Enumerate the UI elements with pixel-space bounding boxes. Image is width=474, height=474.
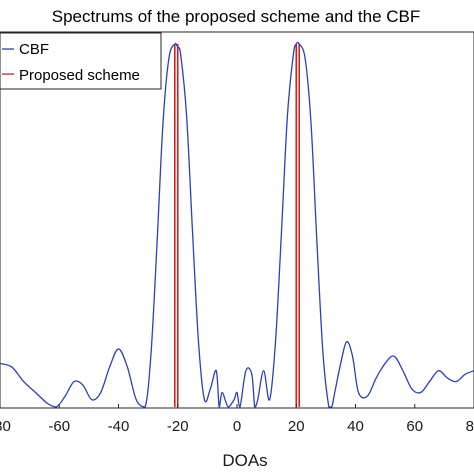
chart-title: Spectrums of the proposed scheme and the… [52,7,421,26]
x-tick-label: -40 [108,418,130,435]
x-tick-label: 80 [466,418,474,435]
plot-frame [0,31,474,409]
x-tick-label: 60 [406,418,423,435]
legend-label-cbf: CBF [19,41,49,58]
x-tick-label: 0 [233,418,241,435]
x-tick-label: 40 [347,418,364,435]
x-tick-label: -80 [0,418,11,435]
x-tick-label: -20 [167,418,189,435]
legend-label-proposed-scheme: Proposed scheme [19,67,140,84]
x-tick-label: -60 [48,418,70,435]
cbf-line [0,41,474,408]
x-axis-label: DOAs [222,451,267,470]
legend-box [0,32,162,90]
legend: CBF Proposed scheme [0,32,162,90]
x-tick-label: 20 [288,418,305,435]
x-ticks: -80 -60 -40 -20 0 20 40 60 80 [0,404,474,435]
proposed-scheme-stems [173,44,301,407]
plot-area: -80 -60 -40 -20 0 20 40 60 80 [0,31,474,435]
